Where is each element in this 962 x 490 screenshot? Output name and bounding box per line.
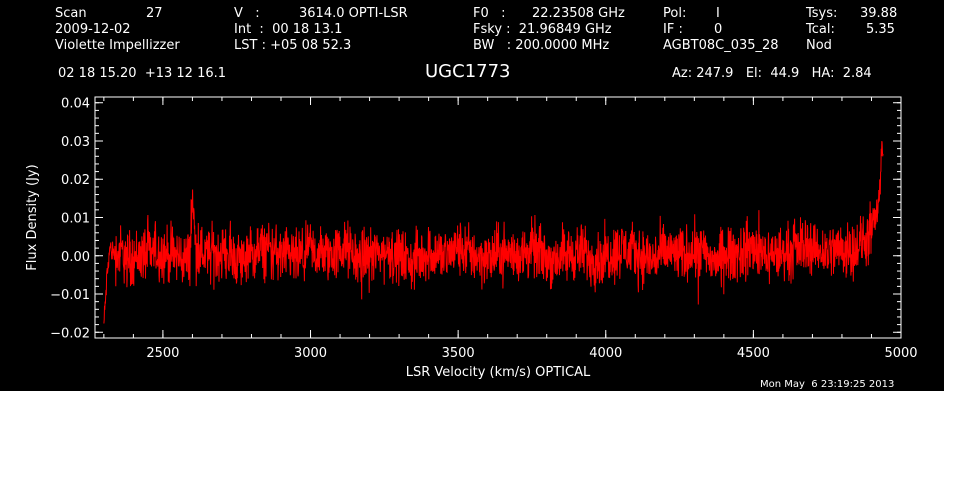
- if-value: 0: [714, 22, 723, 37]
- source-coordinates: 02 18 15.20 +13 12 16.1: [58, 66, 227, 81]
- y-tick-label: 0.03: [61, 135, 90, 150]
- plot-frame: [94, 96, 902, 339]
- scan-number: 27: [146, 6, 163, 21]
- x-tick-label: 3500: [442, 346, 475, 361]
- integration-time: Int : 00 18 13.1: [234, 22, 343, 37]
- tcal-label: Tcal:: [806, 22, 835, 37]
- bandwidth: BW : 200.0000 MHz: [473, 38, 610, 53]
- y-axis-ticks: −0.02 −0.01 0.00 0.01 0.02 0.03 0.04: [50, 97, 901, 341]
- y-tick-label: −0.01: [50, 288, 90, 303]
- x-tick-label: 2500: [146, 346, 179, 361]
- x-tick-label: 4500: [737, 346, 770, 361]
- tcal-value: 5.35: [866, 22, 895, 37]
- y-tick-label: 0.04: [61, 97, 90, 112]
- rest-frequency-value: 22.23508 GHz: [532, 6, 625, 21]
- plot-panel: Scan 27 2009-12-02 Violette Impellizzer …: [0, 0, 944, 391]
- y-tick-label: 0.01: [61, 212, 90, 227]
- project-id: AGBT08C_035_28: [663, 38, 779, 53]
- y-axis-label: Flux Density (Jy): [25, 164, 40, 270]
- polarization-value: I: [716, 6, 720, 21]
- spectrum-trace: [103, 140, 884, 324]
- rest-frequency-label: F0 :: [473, 6, 506, 21]
- scan-label: Scan: [55, 6, 87, 21]
- if-label: IF :: [663, 22, 683, 37]
- x-tick-label: 3000: [294, 346, 327, 361]
- x-tick-label: 4000: [589, 346, 622, 361]
- tsys-label: Tsys:: [806, 6, 838, 21]
- spectrum-chart: −0.02 −0.01 0.00 0.01 0.02 0.03 0.04 2500 3000 3…: [25, 96, 918, 380]
- y-tick-label: 0.00: [61, 250, 90, 265]
- az-el-ha: Az: 247.9 El: 44.9 HA: 2.84: [672, 66, 872, 81]
- y-tick-label: 0.02: [61, 173, 90, 188]
- observation-date: 2009-12-02: [55, 22, 131, 37]
- x-axis-label: LSR Velocity (km/s) OPTICAL: [406, 365, 591, 380]
- velocity-label: V :: [234, 6, 260, 21]
- plot-timestamp: Mon May 6 23:19:25 2013: [760, 379, 895, 390]
- x-tick-label: 5000: [884, 346, 917, 361]
- y-tick-label: −0.02: [50, 326, 90, 341]
- x-axis-ticks: 2500 3000 3500 4000 4500 5000: [103, 97, 918, 361]
- source-name: UGC1773: [425, 61, 511, 82]
- lst-value: LST : +05 08 52.3: [234, 38, 352, 53]
- observing-mode: Nod: [806, 38, 832, 53]
- polarization-label: Pol:: [663, 6, 687, 21]
- observer-name: Violette Impellizzer: [55, 38, 180, 53]
- tsys-value: 39.88: [860, 6, 898, 21]
- velocity-value: 3614.0 OPTI-LSR: [299, 6, 408, 21]
- sky-frequency: Fsky : 21.96849 GHz: [473, 22, 612, 37]
